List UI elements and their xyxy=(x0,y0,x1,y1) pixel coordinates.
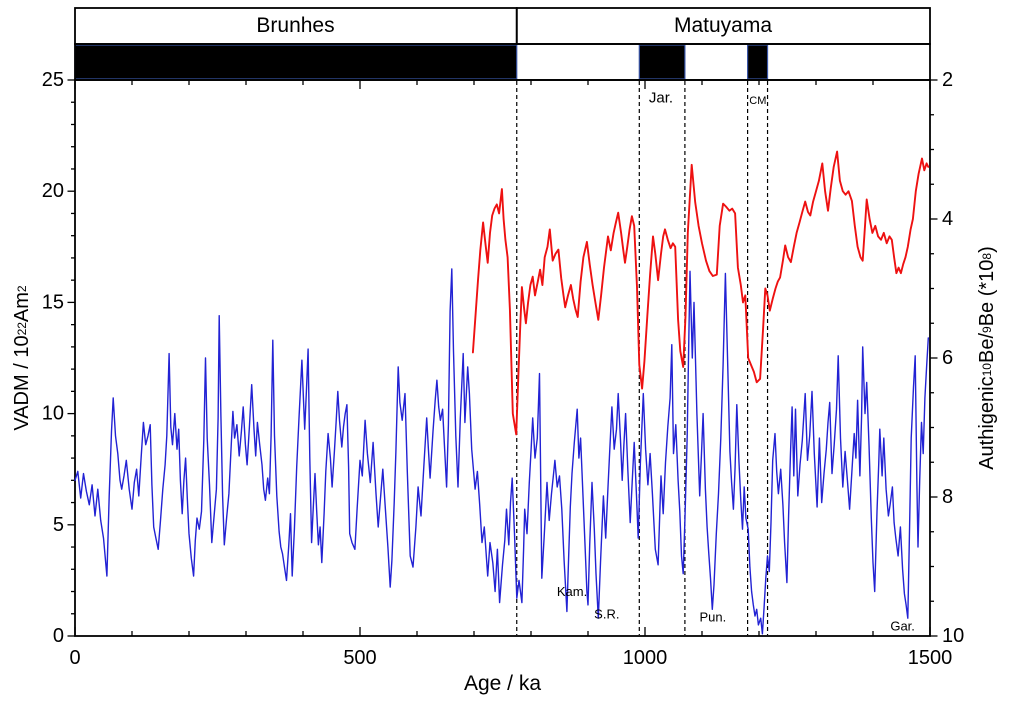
y-right-tick-label: 10 xyxy=(942,625,964,647)
polarity-normal-segment-2 xyxy=(746,44,769,80)
subchron-label-cm: CM xyxy=(749,95,766,107)
subchron-label-jar: Jar. xyxy=(649,90,673,107)
excursion-label-pun: Pun. xyxy=(699,610,726,625)
y-left-tick-label: 25 xyxy=(42,69,64,91)
y-left-tick-label: 0 xyxy=(53,625,64,647)
y-left-tick-label: 10 xyxy=(42,403,64,425)
y-right-tick-label: 6 xyxy=(942,347,953,369)
chron-box-matuyama xyxy=(515,7,931,45)
vadm-series xyxy=(74,268,929,635)
y-right-tick-label: 4 xyxy=(942,208,953,230)
x-tick-label: 1500 xyxy=(908,647,953,669)
polarity-normal-segment-1 xyxy=(638,44,686,80)
excursion-label-gar: Gar. xyxy=(890,618,915,633)
excursion-label-kam: Kam. xyxy=(557,584,587,599)
x-tick-label: 500 xyxy=(343,647,376,669)
excursion-label-sr: S.R. xyxy=(594,606,619,621)
chron-box-brunhes xyxy=(74,7,518,45)
plot-frame xyxy=(74,79,931,637)
be-ratio-series xyxy=(471,150,930,436)
x-tick-label: 0 xyxy=(69,647,80,669)
y-left-tick-label: 15 xyxy=(42,291,64,313)
polarity-normal-segment-0 xyxy=(74,44,518,80)
y-left-tick-label: 5 xyxy=(53,514,64,536)
y-left-tick-label: 20 xyxy=(42,180,64,202)
x-tick-label: 1000 xyxy=(623,647,668,669)
y-right-tick-label: 2 xyxy=(942,69,953,91)
y-right-tick-label: 8 xyxy=(942,486,953,508)
